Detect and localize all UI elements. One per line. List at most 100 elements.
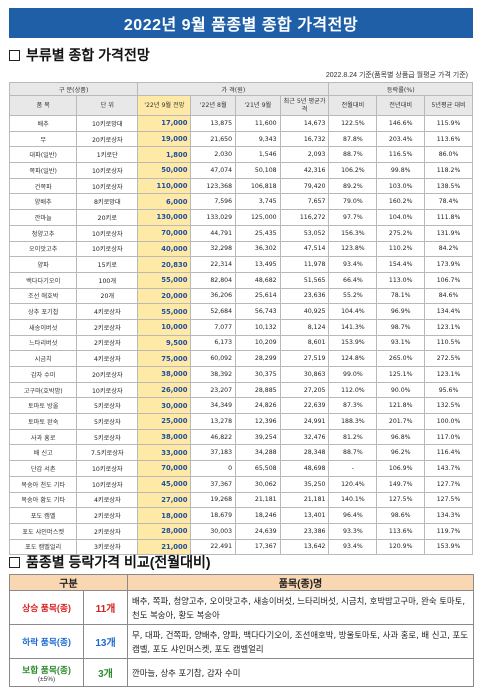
prev-month-cell: 66.4% <box>328 271 378 289</box>
vs5-cell: 272.5% <box>424 350 473 367</box>
avg5-cell: 13,401 <box>279 507 330 524</box>
aug22-cell: 47,074 <box>190 162 237 179</box>
prev-month-cell: 87.3% <box>328 397 378 415</box>
reference-note: 2022.8.24 기준(품목별 상품급 월평균 가격 기준) <box>325 72 468 79</box>
prev-month-cell: 122.5% <box>328 115 378 132</box>
comparison-label-text: 상승 품목(종) <box>22 603 71 613</box>
item-cell: 단감 서촌 <box>8 460 78 477</box>
avg5-cell: 13,642 <box>279 538 330 556</box>
avg5-cell: 40,925 <box>279 303 330 320</box>
forecast-cell: 70,000 <box>137 460 192 477</box>
section-title: 부류별 종합 가격전망 <box>26 47 150 63</box>
table-row: 대파(일반) 1키로단 1,800 2,030 1,546 2,093 88.7% 116.5… <box>8 146 473 164</box>
forecast-cell: 33,000 <box>137 444 192 462</box>
unit-cell: 10키로상자 <box>76 460 139 477</box>
sep21-cell: 30,375 <box>235 366 281 383</box>
comparison-label: 하락 품목(종) <box>9 624 84 659</box>
sep21-cell: 13,495 <box>235 256 281 273</box>
prev-year-cell: 104.0% <box>376 209 426 226</box>
table-row: 청양고추 10키로상자 70,000 44,791 25,435 53,052 156.3%… <box>8 224 473 242</box>
forecast-cell: 28,000 <box>137 522 192 540</box>
vs5-cell: 106.7% <box>424 271 473 289</box>
prev-month-cell: 87.8% <box>328 130 378 148</box>
forecast-cell: 110,000 <box>137 177 192 195</box>
item-cell: 대파(일반) <box>8 146 78 164</box>
item-cell: 양파 <box>8 256 78 273</box>
item-cell: 복숭아 황도 기타 <box>8 491 78 509</box>
table-row: 시금치 4키로상자 75,000 60,092 28,299 27,519 124.8% 26… <box>8 350 473 367</box>
cmp-header-category: 구분 <box>9 574 128 591</box>
aug22-cell: 13,875 <box>190 115 237 132</box>
prev-month-cell: 140.1% <box>328 491 378 509</box>
prev-month-cell: 89.2% <box>328 177 378 195</box>
forecast-cell: 21,000 <box>137 538 192 556</box>
table-row: 백다다기오이 100개 55,000 82,804 48,682 51,565 66.4% 1… <box>8 271 473 289</box>
sep21-cell: 56,743 <box>235 303 281 320</box>
aug22-cell: 46,822 <box>190 428 237 446</box>
aug22-cell: 18,679 <box>190 507 237 524</box>
unit-cell: 7.5키로상자 <box>76 444 139 462</box>
avg5-cell: 30,863 <box>279 366 330 383</box>
aug22-cell: 123,368 <box>190 177 237 195</box>
vs5-cell: 127.5% <box>424 491 473 509</box>
prev-year-cell: 201.7% <box>376 413 426 430</box>
sep21-cell: 17,367 <box>235 538 281 556</box>
table-row: 배추 10키로망대 17,000 13,875 11,600 14,673 122.5% 14… <box>8 115 473 132</box>
sep21-cell: 18,246 <box>235 507 281 524</box>
sep21-cell: 28,885 <box>235 381 281 399</box>
vs5-cell: 123.1% <box>424 318 473 336</box>
avg5-cell: 14,673 <box>279 115 330 132</box>
unit-cell: 4키로상자 <box>76 350 139 367</box>
change-comparison-table: 구분 품목(종)명 상승 품목(종) 11개 배추, 쪽파, 청양고추, 오이맛고추… <box>9 574 474 687</box>
comparison-label-text: 하락 품목(종) <box>22 637 71 647</box>
forecast-cell: 50,000 <box>137 162 192 179</box>
forecast-cell: 27,000 <box>137 491 192 509</box>
item-cell: 오이맛고추 <box>8 240 78 258</box>
avg5-cell: 8,601 <box>279 334 330 352</box>
table-row: 포도 캠벨 2키로상자 18,000 18,679 18,246 13,401 96.4% 9… <box>8 507 473 524</box>
table-row: 양배추 8키로망대 6,000 7,596 3,745 7,657 79.0% 160.2% 7… <box>8 193 473 211</box>
prev-year-cell: 120.9% <box>376 538 426 556</box>
aug22-cell: 34,349 <box>190 397 237 415</box>
vs5-cell: 111.8% <box>424 209 473 226</box>
item-cell: 느타리버섯 <box>8 334 78 352</box>
forecast-cell: 55,000 <box>137 271 192 289</box>
aug22-cell: 13,278 <box>190 413 237 430</box>
avg5-cell: 27,205 <box>279 381 330 399</box>
item-cell: 조선 애호박 <box>8 287 78 305</box>
unit-cell: 10키로망대 <box>76 115 139 132</box>
group-header-price: 가 격(원) <box>137 82 330 96</box>
table-row: 복숭아 황도 기타 4키로상자 27,000 19,268 21,181 21,181 14… <box>8 491 473 509</box>
sep21-cell: 24,639 <box>235 522 281 540</box>
sep21-cell: 106,818 <box>235 177 281 195</box>
col-header-item: 품 목 <box>8 95 78 116</box>
prev-year-cell: 98.7% <box>376 318 426 336</box>
vs5-cell: 143.7% <box>424 460 473 477</box>
prev-month-cell: 93.3% <box>328 522 378 540</box>
sep21-cell: 1,546 <box>235 146 281 164</box>
prev-year-cell: 93.1% <box>376 334 426 352</box>
prev-year-cell: 154.4% <box>376 256 426 273</box>
item-cell: 포도 샤인머스켓 <box>8 522 78 540</box>
table-row: 깐마늘 20키로 130,000 133,029 125,000 116,272 97.7%… <box>8 209 473 226</box>
item-cell: 건쪽파 <box>8 177 78 195</box>
prev-year-cell: 121.8% <box>376 397 426 415</box>
avg5-cell: 53,052 <box>279 224 330 242</box>
table-row: 포도 샤인머스켓 2키로상자 28,000 30,003 24,639 23,386 93.… <box>8 522 473 540</box>
prev-month-cell: 55.2% <box>328 287 378 305</box>
avg5-cell: 23,386 <box>279 522 330 540</box>
prev-year-cell: 106.9% <box>376 460 426 477</box>
aug22-cell: 82,804 <box>190 271 237 289</box>
table-row: 배 신고 7.5키로상자 33,000 37,183 34,288 28,348 88.7%… <box>8 444 473 462</box>
sep21-cell: 11,600 <box>235 115 281 132</box>
sep21-cell: 48,682 <box>235 271 281 289</box>
table-row: 새송이버섯 2키로상자 10,000 7,077 10,132 8,124 141.3% 98… <box>8 318 473 336</box>
vs5-cell: 110.5% <box>424 334 473 352</box>
item-cell: 사과 홍로 <box>8 428 78 446</box>
sep21-cell: 12,396 <box>235 413 281 430</box>
prev-year-cell: 116.5% <box>376 146 426 164</box>
item-cell: 복숭아 천도 기타 <box>8 475 78 493</box>
sep21-cell: 36,302 <box>235 240 281 258</box>
forecast-cell: 9,500 <box>137 334 192 352</box>
vs5-cell: 78.4% <box>424 193 473 211</box>
